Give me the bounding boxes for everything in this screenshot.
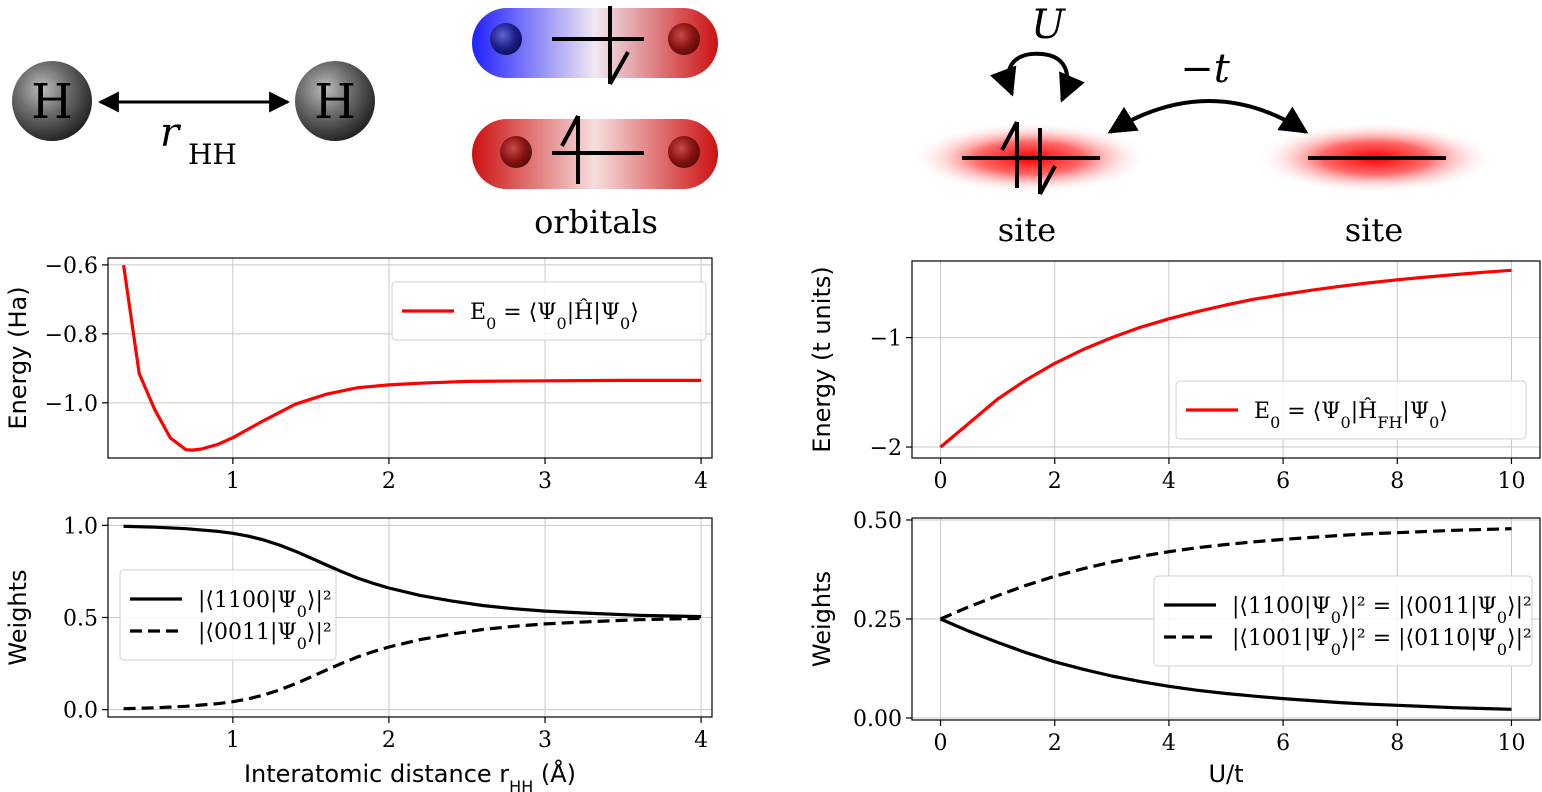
legend-label: |⟨1001|Ψ0⟩|² = |⟨0110|Ψ0⟩|² — [1232, 626, 1532, 659]
x-tick-label: 4 — [1162, 731, 1176, 756]
x-tick-label: 10 — [1497, 731, 1525, 756]
y-tick-label: −1 — [870, 327, 902, 352]
hydrogen-atom-right — [295, 61, 375, 141]
orbital-top-right-nucleus — [668, 23, 700, 55]
bond-distance-label: r — [160, 110, 182, 156]
x-tick-label: 0 — [934, 469, 948, 494]
hydrogen-atom-left-label: H — [31, 74, 73, 130]
legend-label: E0 = ⟨Ψ0|ĤFH|Ψ0⟩ — [1254, 397, 1448, 432]
legend-label: E0 = ⟨Ψ0|Ĥ|Ψ0⟩ — [470, 298, 639, 333]
series-line — [939, 617, 1512, 711]
x-tick-label: 3 — [538, 469, 552, 494]
y-tick-label: 0.50 — [853, 509, 902, 534]
hubbard-diagram: U −t site site — [910, 2, 1495, 249]
orbitals-caption: orbitals — [534, 203, 658, 241]
legend-label: |⟨1100|Ψ0⟩|² — [198, 588, 332, 621]
x-axis-label: U/t — [1208, 760, 1243, 788]
hydrogen-atom-left — [12, 61, 92, 141]
h2-energy-chart: 1 2 3 4 −0.6 −0.8 −1.0 Energy (Ha) E0 = ⟨Ψ0|Ĥ|Ψ0… — [4, 254, 713, 494]
orbitals-diagram: orbitals — [472, 6, 718, 241]
x-tick-label: 10 — [1497, 469, 1525, 494]
bond-distance-subscript: HH — [188, 138, 237, 171]
hopping-label: −t — [1180, 46, 1231, 92]
legend-box — [119, 569, 337, 661]
legend-box — [1175, 380, 1527, 440]
y-tick-label: 1.0 — [63, 514, 98, 539]
y-tick-label: −0.6 — [45, 254, 98, 279]
x-tick-label: 4 — [694, 728, 708, 753]
series-line — [122, 264, 702, 452]
x-tick-label: 2 — [1048, 469, 1062, 494]
hydrogen-atom-right-label: H — [314, 74, 356, 130]
y-tick-label: 0.5 — [63, 607, 98, 632]
series-line — [123, 524, 702, 619]
series-line — [123, 616, 702, 711]
y-axis-label: Energy (t units) — [808, 266, 836, 452]
x-tick-label: 6 — [1276, 731, 1290, 756]
legend-box — [391, 281, 707, 341]
site-right-label: site — [1345, 211, 1403, 249]
x-tick-label: 8 — [1390, 731, 1404, 756]
x-tick-label: 3 — [538, 728, 552, 753]
y-tick-label: −2 — [870, 436, 902, 461]
site-electron-up-barb — [1000, 121, 1019, 151]
x-tick-label: 6 — [1276, 469, 1290, 494]
h2-weights-chart: 1 2 3 4 1.0 0.5 0.0 Weights Interatomic distance… — [4, 514, 713, 792]
site-left-label: site — [998, 211, 1056, 249]
x-tick-label: 1 — [226, 728, 240, 753]
x-tick-label: 4 — [694, 469, 708, 494]
plot-frame — [911, 517, 1541, 721]
orbital-top-left-nucleus — [490, 23, 522, 55]
site-electron-down-barb — [1038, 165, 1057, 195]
plot-frame — [107, 257, 713, 459]
electron-spin-down-barb — [608, 51, 630, 85]
y-axis-label: Weights — [808, 571, 836, 667]
y-tick-label: −0.8 — [45, 323, 98, 348]
y-axis-label: Energy (Ha) — [4, 286, 32, 429]
orbital-bottom-right-nucleus — [668, 136, 700, 168]
interaction-u-arrow — [990, 51, 1085, 103]
x-axis-label: Interatomic distance rHH (Å) — [244, 759, 576, 792]
legend-box — [1153, 575, 1533, 667]
orbital-bottom-left-nucleus — [500, 136, 532, 168]
x-tick-label: 2 — [382, 728, 396, 753]
y-tick-label: 0.25 — [853, 608, 902, 633]
hubbard-energy-chart: 0 2 4 6 8 10 −1 −2 Energy (t units) E0 = ⟨Ψ0|ĤFH|… — [808, 260, 1541, 494]
series-line — [939, 268, 1512, 449]
x-tick-label: 8 — [1390, 469, 1404, 494]
y-tick-label: 0.00 — [853, 707, 902, 732]
y-tick-label: −1.0 — [45, 392, 98, 417]
plot-frame — [107, 517, 713, 718]
x-tick-label: 2 — [1048, 731, 1062, 756]
legend-label: |⟨1100|Ψ0⟩|² = |⟨0011|Ψ0⟩|² — [1232, 594, 1532, 627]
x-tick-label: 1 — [226, 469, 240, 494]
antibonding-orbital-lobe — [472, 8, 718, 78]
electron-spin-up-barb — [560, 115, 580, 147]
series-line — [939, 527, 1512, 621]
plot-frame — [911, 260, 1541, 459]
h2-molecule-diagram: H H r HH — [12, 61, 375, 171]
interaction-u-label: U — [1031, 2, 1066, 48]
x-tick-label: 2 — [382, 469, 396, 494]
y-tick-label: 0.0 — [63, 699, 98, 724]
x-tick-label: 0 — [934, 731, 948, 756]
legend-label: |⟨0011|Ψ0⟩|² — [198, 620, 332, 653]
hopping-arrow — [1107, 99, 1309, 134]
x-tick-label: 4 — [1162, 469, 1176, 494]
y-axis-label: Weights — [4, 569, 32, 665]
hubbard-weights-chart: 0 2 4 6 8 10 0.50 0.25 0.00 Weights U/t |⟨1100|Ψ0⟩|… — [808, 509, 1541, 788]
